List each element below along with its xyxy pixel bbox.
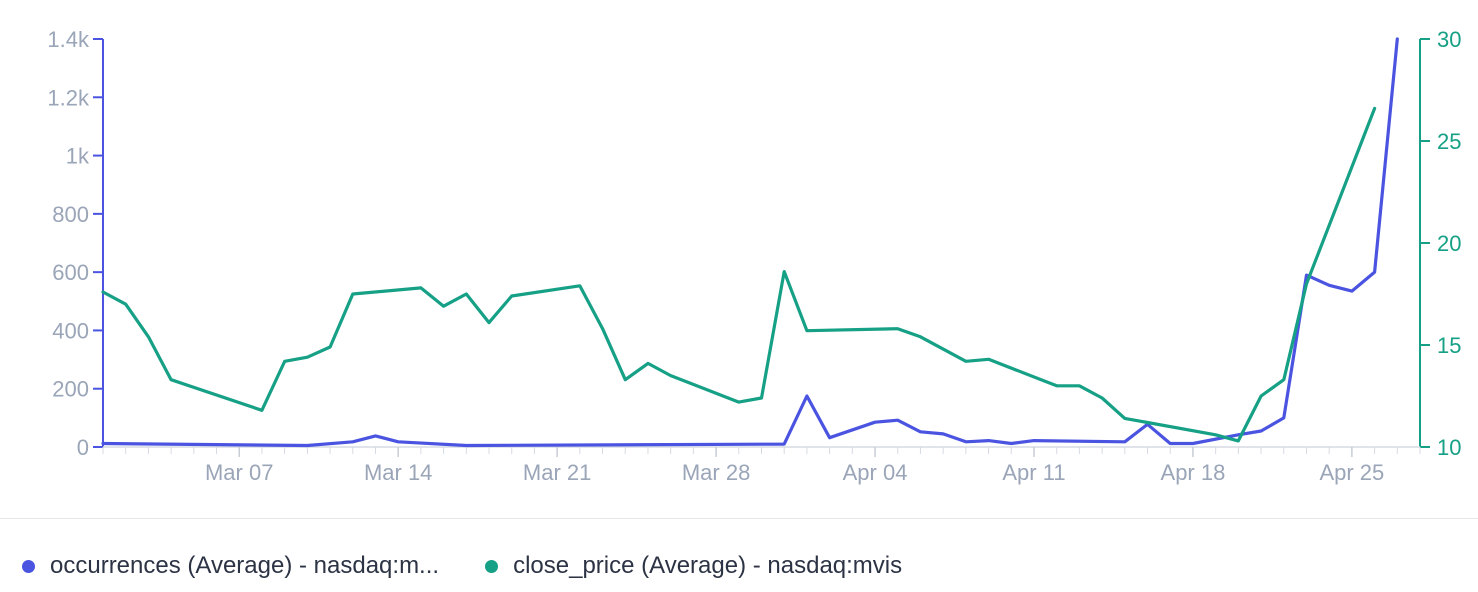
legend-label-occurrences: occurrences (Average) - nasdaq:m... [50,552,440,579]
x-tick-label: Mar 28 [682,460,750,485]
y-left-tick-label: 1.4k [47,27,90,52]
series-line-close-price [101,106,1377,443]
y-right-tick-label: 30 [1437,27,1461,52]
x-tick-label: Apr 11 [1002,460,1065,485]
y-left-tick-label: 400 [52,318,89,343]
legend: occurrences (Average) - nasdaq:m... clos… [0,540,1478,592]
y-left-tick-label: 800 [52,202,89,227]
y-right-tick-label: 25 [1437,129,1461,154]
x-tick-label: Mar 14 [364,460,432,485]
y-right-tick-label: 20 [1437,231,1461,256]
legend-divider [0,518,1478,519]
legend-dot-occurrences [22,559,35,573]
legend-label-close-price: close_price (Average) - nasdaq:mvis [513,552,903,579]
y-left-tick-label: 200 [52,377,89,402]
legend-item-occurrences[interactable]: occurrences (Average) - nasdaq:m... [22,552,439,580]
y-right-tick-label: 15 [1437,333,1461,358]
x-tick-label: Apr 04 [843,460,908,485]
legend-item-close-price[interactable]: close_price (Average) - nasdaq:mvis [485,552,902,580]
x-tick-label: Mar 21 [523,460,591,485]
x-tick-label: Apr 18 [1161,460,1226,485]
y-left-tick-label: 1k [66,144,90,169]
dual-axis-line-chart: 0 200 400 600 800 1k 1.2k 1.4k 10 15 20 25 30 Mar 07 M… [47,27,1461,485]
y-left-tick-label: 1.2k [47,85,90,110]
chart-area: 0 200 400 600 800 1k 1.2k 1.4k 10 15 20 25 30 Mar 07 M… [47,27,1461,485]
y-left-tick-label: 0 [77,435,89,460]
x-tick-label: Mar 07 [205,460,273,485]
legend-dot-close-price [485,559,499,573]
y-left-tick-label: 600 [52,260,89,285]
y-right-tick-label: 10 [1437,435,1461,460]
series-line-occurrences [101,37,1399,448]
x-tick-label: Apr 25 [1319,460,1384,485]
